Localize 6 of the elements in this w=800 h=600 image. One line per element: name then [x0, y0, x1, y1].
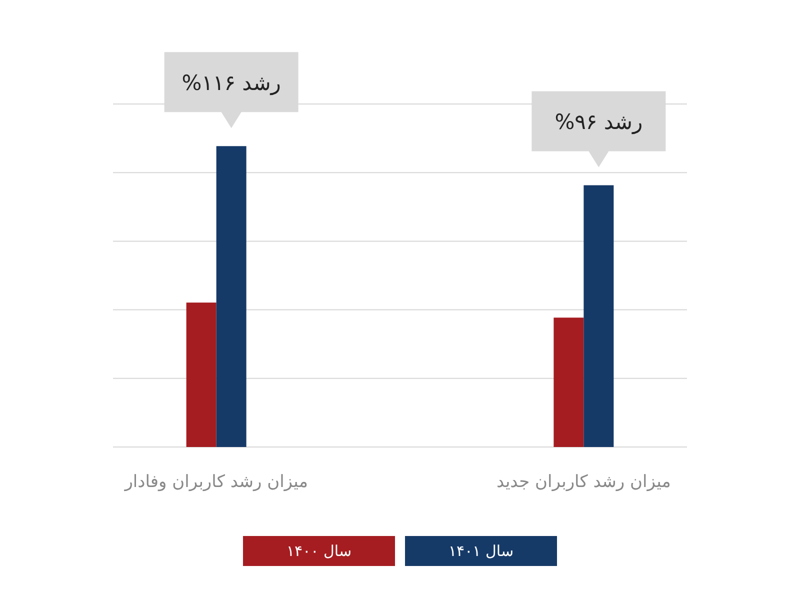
text: سال ۱۴۰۰	[286, 542, 352, 560]
x-tick-label: میزان رشد کاربران وفادار	[124, 472, 308, 492]
annotation: رشد ۱۱۶%	[182, 71, 281, 96]
annotation: رشد ۹۶%	[554, 110, 643, 136]
text: سال ۱۴۰۱	[448, 542, 514, 560]
x-tick-label: میزان رشد کاربران جدید	[496, 472, 671, 492]
